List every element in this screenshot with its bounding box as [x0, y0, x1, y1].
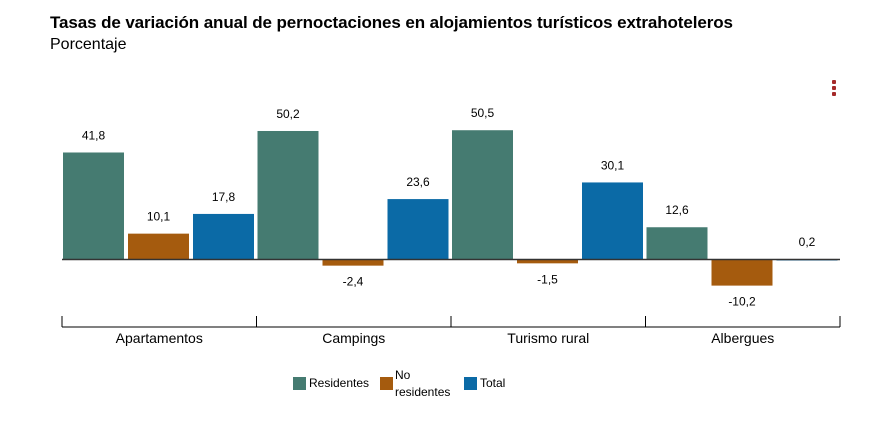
legend-swatch-no-residentes: [380, 377, 393, 390]
bar-campings-residentes: [257, 130, 319, 260]
data-label-albergues-residentes: 12,6: [665, 203, 689, 217]
bar-turismo-rural-no-residentes: [517, 259, 578, 264]
x-tick-label-apartamentos: Apartamentos: [116, 330, 203, 346]
data-label-albergues-no-residentes: -10,2: [728, 295, 756, 309]
data-label-apartamentos-residentes: 41,8: [82, 128, 106, 142]
data-label-turismo-rural-total: 30,1: [601, 158, 625, 172]
chart-subtitle: Porcentaje: [50, 36, 127, 53]
bar-albergues-residentes: [646, 227, 708, 260]
legend-label-no-residentes-line1: No: [395, 368, 411, 382]
data-label-apartamentos-no-residentes: 10,1: [147, 210, 171, 224]
x-tick-label-albergues: Albergues: [711, 330, 774, 346]
x-tick-label-turismo-rural: Turismo rural: [507, 330, 589, 346]
legend-label-no-residentes-line2: residentes: [395, 385, 451, 399]
legend-label-total: Total: [480, 376, 506, 390]
bar-albergues-no-residentes: [711, 259, 773, 286]
data-label-turismo-rural-no-residentes: -1,5: [537, 272, 558, 286]
bar-campings-no-residentes: [322, 259, 384, 266]
legend-label-residentes: Residentes: [309, 376, 370, 390]
bar-apartamentos-residentes: [63, 152, 124, 260]
kebab-menu-icon[interactable]: [829, 79, 839, 99]
bar-apartamentos-no-residentes: [128, 233, 189, 260]
chart-title: Tasas de variación anual de pernoctacion…: [50, 13, 733, 32]
x-tick-label-campings: Campings: [322, 330, 385, 346]
bar-campings-total: [387, 199, 449, 260]
data-label-campings-total: 23,6: [406, 175, 430, 189]
data-label-albergues-total: 0,2: [799, 235, 816, 249]
data-label-apartamentos-total: 17,8: [212, 190, 236, 204]
data-label-campings-residentes: 50,2: [276, 107, 300, 121]
legend-swatch-residentes: [293, 377, 306, 390]
data-label-campings-no-residentes: -2,4: [343, 275, 364, 289]
data-label-turismo-rural-residentes: 50,5: [471, 106, 495, 120]
bar-turismo-rural-residentes: [452, 130, 513, 260]
bar-turismo-rural-total: [582, 182, 643, 260]
bar-apartamentos-total: [193, 213, 254, 260]
legend-swatch-total: [464, 377, 477, 390]
